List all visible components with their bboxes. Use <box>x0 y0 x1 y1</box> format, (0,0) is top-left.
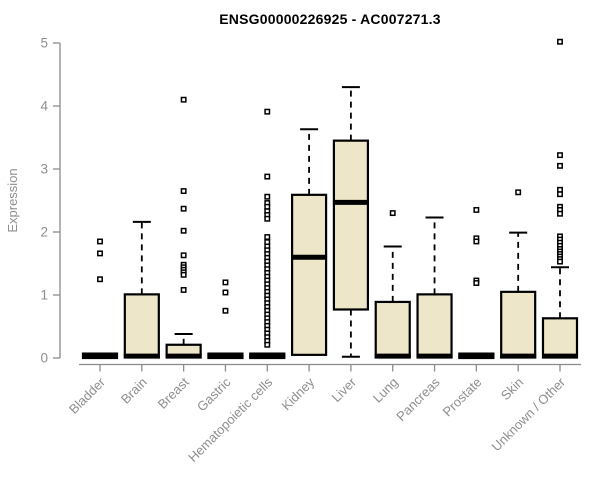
outlier-point <box>222 307 229 314</box>
iqr-box <box>290 193 328 356</box>
x-tick-label: Prostate <box>440 375 485 420</box>
x-tick-label: Bladder <box>66 374 109 417</box>
y-tick-label: 3 <box>40 162 48 177</box>
x-tick-label: Brain <box>118 375 150 407</box>
box-group-pancreas <box>416 216 453 359</box>
x-tick-label: Pancreas <box>393 374 443 424</box>
iqr-box <box>416 293 453 359</box>
outlier-point <box>557 258 563 265</box>
outlier-point <box>557 162 563 169</box>
outlier-point <box>180 96 187 103</box>
box-group-prostate <box>458 207 495 360</box>
box-group-liver <box>332 86 370 358</box>
x-tick-label: Gastric <box>194 374 234 414</box>
y-axis-title: Expression <box>5 168 20 232</box>
outlier-point <box>264 108 271 115</box>
box-group-hematopoietic-cells <box>249 108 286 360</box>
box-group-kidney <box>290 128 328 356</box>
box-group-gastric <box>207 279 244 360</box>
iqr-box <box>332 139 370 311</box>
outlier-point <box>180 252 187 259</box>
outlier-point <box>264 341 271 348</box>
outlier-point <box>180 271 187 278</box>
outlier-point <box>222 279 229 286</box>
x-tick-label: Liver <box>328 374 359 405</box>
y-tick-label: 2 <box>40 225 48 240</box>
outlier-point <box>557 152 563 159</box>
iqr-box <box>500 290 537 359</box>
x-tick-label: Breast <box>155 374 192 411</box>
outlier-point <box>222 289 229 296</box>
outlier-point <box>557 38 563 45</box>
y-tick-label: 4 <box>40 99 48 114</box>
x-tick-label: Unknown / Other <box>489 374 569 454</box>
y-tick-label: 5 <box>40 36 48 51</box>
outlier-point <box>557 191 563 198</box>
outlier-point <box>97 238 103 245</box>
box-group-breast <box>165 96 202 359</box>
iqr-box <box>541 317 579 359</box>
box-group-brain <box>123 220 160 359</box>
outlier-point <box>264 215 271 222</box>
box-group-skin <box>500 189 537 359</box>
outlier-point <box>264 234 271 240</box>
outlier-point <box>473 207 480 213</box>
outlier-point <box>557 210 563 217</box>
iqr-box <box>374 300 411 359</box>
y-tick-label: 0 <box>40 351 48 366</box>
x-tick-label: Skin <box>498 375 526 403</box>
outlier-point <box>473 238 480 245</box>
outlier-point <box>97 276 103 283</box>
outlier-point <box>264 193 271 200</box>
outlier-point <box>180 188 187 195</box>
y-tick-label: 1 <box>40 288 48 303</box>
outlier-point <box>180 287 187 293</box>
box-group-lung <box>374 210 411 359</box>
outlier-point <box>180 205 187 212</box>
x-tick-label: Lung <box>370 375 401 406</box>
outlier-point <box>97 250 103 257</box>
outlier-point <box>389 210 396 217</box>
box-group-bladder <box>81 238 119 360</box>
chart-title: ENSG00000226925 - AC007271.3 <box>219 11 441 27</box>
outlier-point <box>515 189 522 196</box>
outlier-point <box>473 280 480 286</box>
outlier-point <box>264 173 271 180</box>
y-axis: 0 1 2 3 4 5 Expression <box>5 36 61 366</box>
x-tick-label: Kidney <box>278 374 317 413</box>
outlier-point <box>180 227 187 234</box>
box-group-unknown-other <box>541 38 579 359</box>
iqr-box <box>123 293 160 359</box>
